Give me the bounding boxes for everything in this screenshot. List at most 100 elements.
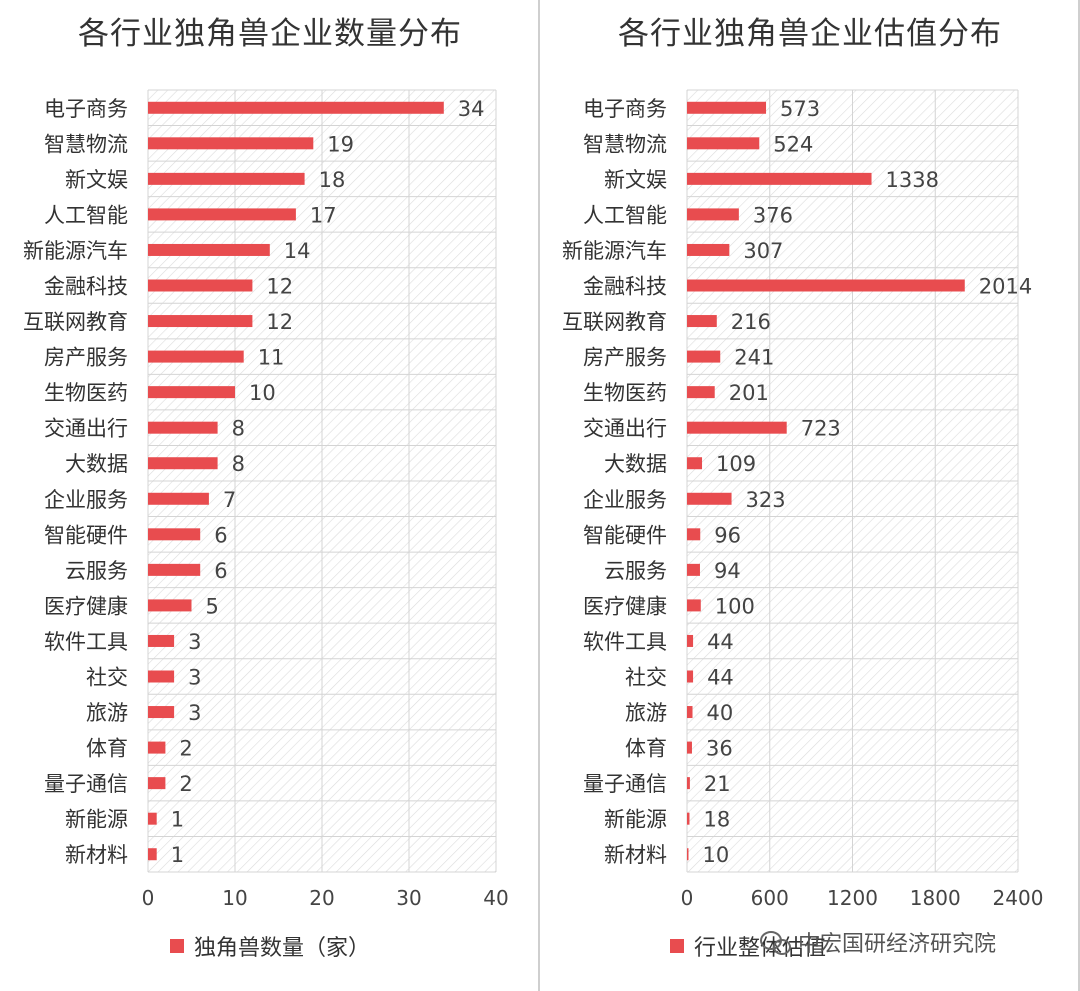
data-label: 376	[753, 203, 793, 227]
bar	[687, 777, 690, 790]
category-label: 大数据	[65, 452, 128, 476]
bar	[148, 563, 201, 576]
category-label: 生物医药	[583, 381, 667, 405]
data-label: 8	[232, 417, 245, 441]
watermark-text: 中宏国研经济研究院	[798, 932, 997, 957]
bar	[687, 741, 692, 754]
category-label: 房产服务	[583, 346, 667, 370]
panel-divider	[538, 0, 540, 991]
bar	[687, 563, 700, 576]
bar	[687, 386, 715, 399]
bar	[687, 848, 689, 861]
data-label: 2014	[979, 275, 1032, 299]
data-label: 323	[746, 488, 786, 512]
legend: 独角兽数量（家）	[0, 930, 540, 962]
data-label: 3	[188, 630, 201, 654]
category-label: 人工智能	[583, 203, 667, 227]
category-label: 大数据	[604, 452, 667, 476]
data-label: 1	[171, 808, 184, 832]
category-label: 互联网教育	[23, 310, 128, 334]
category-label: 企业服务	[583, 488, 667, 512]
category-label: 电子商务	[583, 97, 667, 121]
data-label: 10	[703, 843, 730, 867]
category-label: 企业服务	[44, 488, 128, 512]
category-label: 新能源	[65, 808, 128, 832]
category-label: 互联网教育	[562, 310, 667, 334]
data-label: 17	[310, 203, 337, 227]
legend-swatch	[670, 939, 684, 953]
category-label: 交通出行	[583, 417, 667, 441]
data-label: 109	[716, 452, 756, 476]
bar	[687, 421, 787, 434]
data-label: 18	[319, 168, 346, 192]
category-label: 新能源	[604, 808, 667, 832]
bar	[687, 528, 701, 541]
bar	[148, 777, 166, 790]
x-tick-label: 600	[751, 886, 789, 910]
bar	[148, 315, 253, 328]
category-label: 云服务	[604, 559, 667, 583]
data-label: 5	[206, 594, 219, 618]
data-label: 524	[773, 132, 813, 156]
category-label: 智慧物流	[44, 132, 128, 156]
source-watermark: 中宏国研经济研究院	[760, 926, 996, 958]
bar	[148, 670, 175, 683]
bar	[148, 279, 253, 292]
bar	[687, 457, 703, 470]
bar-chart-valuation: 0 600 1200 1800 2400 电子商务 573 智慧物流 524 新文娱 1338 人工智…	[562, 89, 1043, 910]
category-label: 社交	[86, 666, 128, 690]
chart-title: 各行业独角兽企业数量分布	[78, 16, 462, 52]
bar	[687, 315, 717, 328]
chart-panel-valuation: 各行业独角兽企业估值分布 0 600 1200 1800 2400 电子商务 573 智慧物流…	[540, 0, 1080, 991]
panel-border	[1078, 0, 1080, 991]
data-label: 94	[714, 559, 741, 583]
category-label: 交通出行	[44, 417, 128, 441]
wechat-icon	[760, 929, 792, 955]
bar	[148, 208, 296, 221]
bar	[687, 634, 694, 647]
data-label: 1	[171, 843, 184, 867]
data-label: 2	[179, 772, 192, 796]
data-label: 44	[707, 630, 734, 654]
category-label: 软件工具	[583, 630, 667, 654]
data-label: 40	[707, 701, 734, 725]
category-label: 新材料	[604, 843, 667, 867]
category-label: 金融科技	[44, 275, 128, 299]
data-label: 36	[706, 737, 733, 761]
category-label: 量子通信	[583, 772, 667, 796]
x-tick-label: 30	[396, 886, 421, 910]
bar	[687, 492, 732, 505]
category-label: 智能硬件	[583, 523, 667, 547]
category-label: 电子商务	[44, 97, 128, 121]
x-tick-label: 20	[309, 886, 334, 910]
bar	[148, 741, 166, 754]
x-tick-label: 1800	[910, 886, 961, 910]
bar	[687, 812, 690, 825]
x-tick-label: 40	[483, 886, 508, 910]
data-label: 19	[327, 132, 354, 156]
data-label: 216	[731, 310, 771, 334]
category-label: 旅游	[86, 701, 128, 725]
category-label: 生物医药	[44, 381, 128, 405]
data-label: 18	[703, 808, 730, 832]
data-label: 12	[266, 275, 293, 299]
chart-panel-count: 各行业独角兽企业数量分布 0 10 20 30 40 电子商务 34 智慧物流 19 新文娱 18 人…	[0, 16, 540, 962]
data-label: 573	[780, 97, 820, 121]
category-label: 软件工具	[44, 630, 128, 654]
chart-title: 各行业独角兽企业估值分布	[618, 16, 1002, 52]
bar	[148, 386, 235, 399]
bar	[687, 208, 739, 221]
x-tick-label: 1200	[827, 886, 878, 910]
data-label: 96	[714, 523, 741, 547]
data-label: 201	[729, 381, 769, 405]
category-label: 医疗健康	[583, 594, 667, 618]
bar	[148, 812, 157, 825]
category-label: 人工智能	[44, 203, 128, 227]
category-label: 新能源汽车	[23, 239, 128, 263]
category-label: 新文娱	[604, 168, 667, 192]
data-label: 307	[743, 239, 783, 263]
data-label: 10	[249, 381, 276, 405]
data-label: 21	[704, 772, 731, 796]
data-label: 2	[179, 737, 192, 761]
